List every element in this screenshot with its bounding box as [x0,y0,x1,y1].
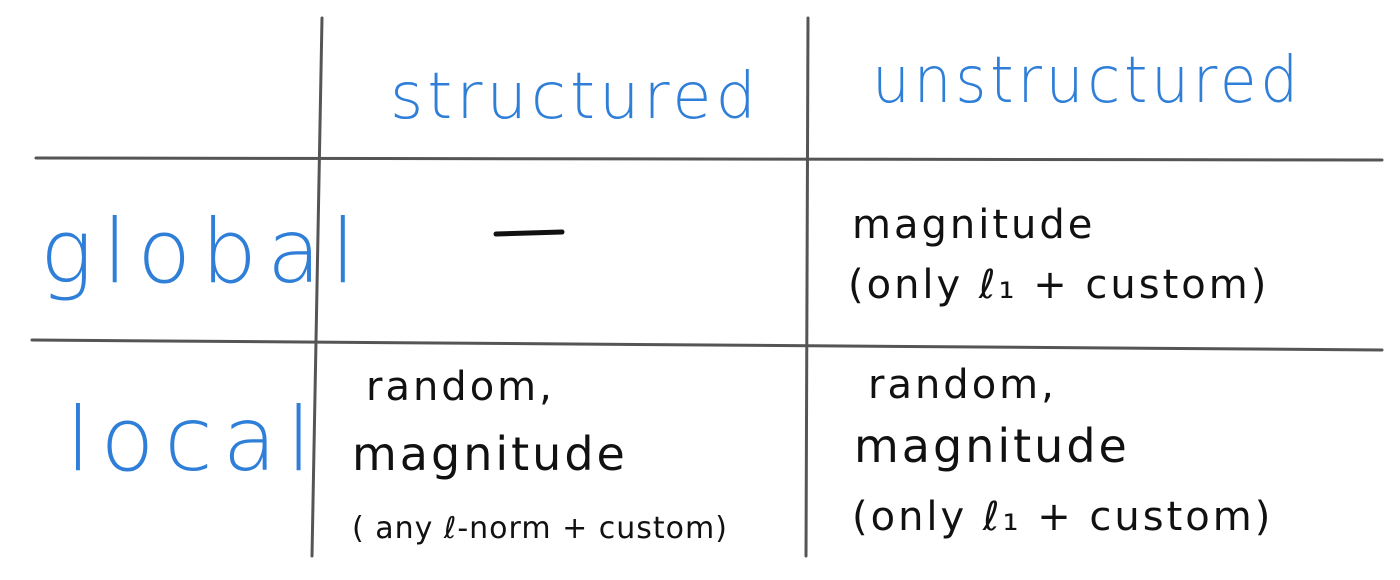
vertical-divider-left [310,16,324,558]
cell-global-unstructured-line2: (only ℓ₁ + custom) [848,262,1269,308]
cell-local-structured-line2: magnitude [352,427,628,481]
cell-local-unstructured-line3: (only ℓ₁ + custom) [852,494,1273,540]
horizontal-divider-top [34,156,1384,162]
cell-local-unstructured-line2: magnitude [854,419,1130,473]
cell-global-structured: — [496,205,545,259]
row-header-global: global [40,200,365,303]
cell-local-structured-line1: random, [366,364,555,410]
column-header-structured: structured [390,60,760,134]
cell-local-unstructured-line1: random, [868,362,1057,408]
horizontal-divider-bottom [30,338,1384,352]
cell-local-structured-line3: ( any ℓ-norm + custom) [352,511,728,546]
cell-global-unstructured-line1: magnitude [852,202,1095,248]
dash-mark [493,229,565,237]
row-header-local: local [66,388,321,491]
column-header-unstructured: unstructured [872,44,1302,118]
vertical-divider-right [804,16,810,558]
